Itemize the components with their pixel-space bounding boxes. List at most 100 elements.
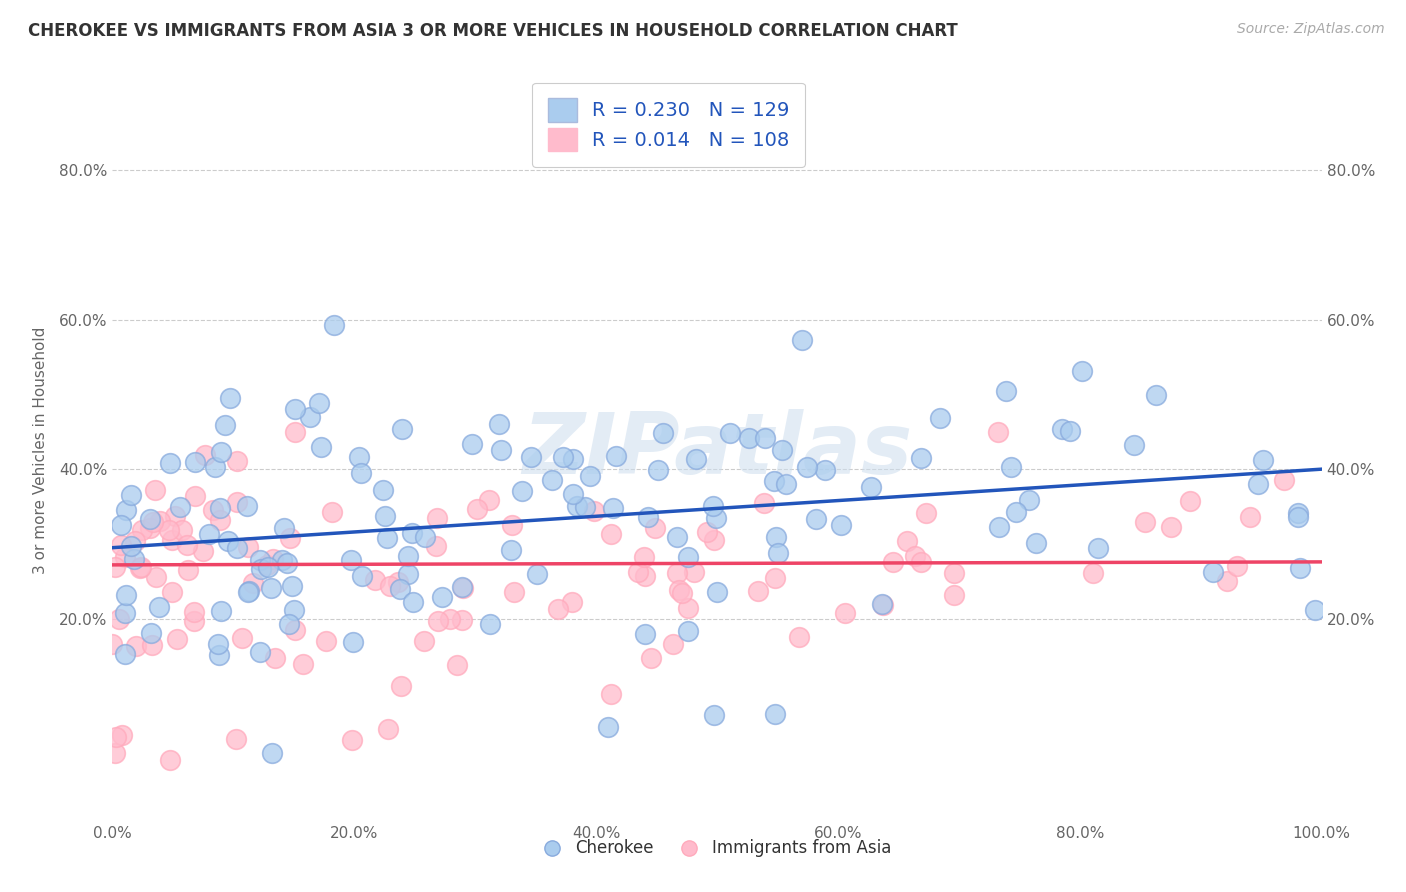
Point [342, 635, 364, 649]
Point [374, 508, 396, 523]
Point [141, 638, 163, 652]
Point [540, 473, 562, 487]
Point [574, 500, 596, 514]
Point [108, 612, 131, 626]
Point [451, 614, 474, 628]
Point [1087, 541, 1109, 555]
Point [942, 566, 965, 580]
Point [148, 600, 170, 615]
Point [1144, 388, 1167, 402]
Point [1178, 493, 1201, 508]
Point [340, 553, 363, 567]
Point [605, 449, 627, 463]
Point [870, 598, 893, 612]
Point [284, 425, 307, 439]
Point [401, 526, 423, 541]
Point [260, 747, 283, 761]
Point [910, 450, 932, 465]
Point [124, 534, 146, 549]
Point [519, 450, 541, 464]
Point [626, 565, 648, 579]
Point [104, 746, 127, 760]
Point [1025, 535, 1047, 549]
Point [582, 504, 605, 518]
Point [562, 487, 585, 501]
Point [561, 595, 583, 609]
Point [683, 565, 706, 579]
Point [373, 483, 395, 497]
Point [634, 627, 657, 641]
Point [387, 574, 409, 589]
Point [231, 631, 253, 645]
Point [260, 582, 283, 596]
Point [184, 489, 207, 503]
Point [1202, 566, 1225, 580]
Text: Source: ZipAtlas.com: Source: ZipAtlas.com [1237, 22, 1385, 37]
Point [225, 541, 247, 555]
Point [752, 496, 775, 510]
Point [882, 555, 904, 569]
Y-axis label: 3 or more Vehicles in Household: 3 or more Vehicles in Household [32, 326, 48, 574]
Point [157, 523, 180, 537]
Point [292, 657, 315, 671]
Point [510, 483, 533, 498]
Point [1083, 566, 1105, 580]
Point [249, 645, 271, 659]
Point [562, 451, 585, 466]
Point [280, 579, 302, 593]
Point [465, 501, 488, 516]
Point [565, 499, 588, 513]
Point [114, 647, 136, 661]
Point [169, 500, 191, 514]
Point [207, 637, 229, 651]
Point [129, 560, 152, 574]
Point [166, 632, 188, 646]
Point [501, 518, 523, 533]
Point [391, 422, 413, 436]
Point [488, 417, 510, 432]
Point [834, 606, 856, 620]
Point [101, 637, 124, 651]
Point [264, 651, 287, 665]
Point [209, 445, 232, 459]
Point [943, 588, 966, 602]
Point [644, 521, 666, 535]
Point [579, 468, 602, 483]
Point [1246, 476, 1268, 491]
Point [183, 455, 205, 469]
Point [814, 463, 837, 477]
Point [1226, 558, 1249, 573]
Point [105, 730, 128, 744]
Point [703, 533, 725, 548]
Point [430, 590, 453, 604]
Point [770, 442, 793, 457]
Point [177, 563, 200, 577]
Point [104, 560, 127, 574]
Point [209, 604, 232, 618]
Point [446, 658, 468, 673]
Point [350, 466, 373, 480]
Point [413, 530, 436, 544]
Point [451, 580, 474, 594]
Point [257, 560, 280, 574]
Point [110, 538, 132, 552]
Point [201, 503, 224, 517]
Legend: Cherokee, Immigrants from Asia: Cherokee, Immigrants from Asia [536, 833, 898, 864]
Point [277, 617, 299, 632]
Point [478, 493, 501, 508]
Point [412, 633, 434, 648]
Point [142, 515, 165, 529]
Point [910, 555, 932, 569]
Point [460, 437, 482, 451]
Point [218, 391, 240, 405]
Point [342, 733, 364, 747]
Point [364, 574, 387, 588]
Point [131, 524, 153, 538]
Point [775, 477, 797, 491]
Point [139, 512, 162, 526]
Point [668, 583, 690, 598]
Point [273, 521, 295, 535]
Point [634, 569, 657, 583]
Point [284, 402, 307, 417]
Point [114, 588, 136, 602]
